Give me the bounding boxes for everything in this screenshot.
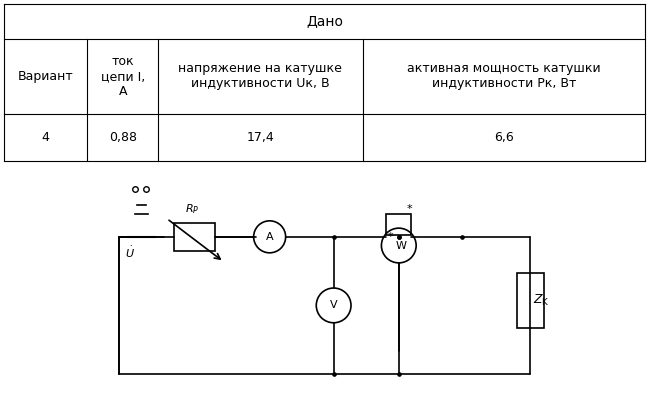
Text: ток
цепи I,
А: ток цепи I, А xyxy=(101,55,145,98)
Text: Вариант: Вариант xyxy=(18,70,74,83)
Text: *: * xyxy=(388,232,393,242)
Text: $Z_\mathrm{K}$: $Z_\mathrm{K}$ xyxy=(532,293,549,308)
Bar xyxy=(174,223,215,251)
Text: 17,4: 17,4 xyxy=(247,131,275,144)
Text: $R_P$: $R_P$ xyxy=(185,203,199,216)
Text: 6,6: 6,6 xyxy=(494,131,514,144)
Text: A: A xyxy=(266,232,273,242)
Text: Дано: Дано xyxy=(306,14,343,28)
Bar xyxy=(386,214,411,235)
Text: активная мощность катушки
индуктивности Pк, Вт: активная мощность катушки индуктивности … xyxy=(407,63,601,91)
Text: напряжение на катушке
индуктивности Uк, В: напряжение на катушке индуктивности Uк, … xyxy=(178,63,343,91)
Text: 4: 4 xyxy=(42,131,50,144)
Text: V: V xyxy=(330,300,337,310)
Text: $\dot{U}$: $\dot{U}$ xyxy=(125,245,135,261)
Text: 0,88: 0,88 xyxy=(108,131,137,144)
Bar xyxy=(517,273,544,328)
Text: *: * xyxy=(406,204,412,214)
Text: W: W xyxy=(396,241,406,251)
